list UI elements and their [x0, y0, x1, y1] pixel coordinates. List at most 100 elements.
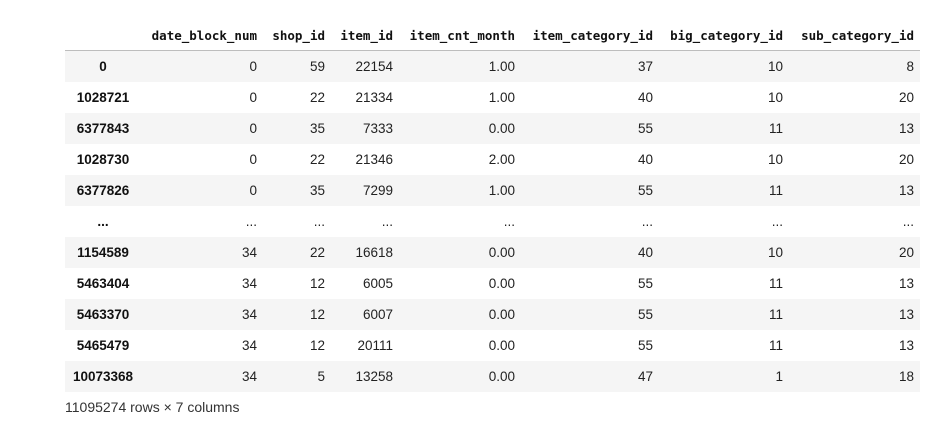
table-cell: 21346: [355, 152, 393, 167]
table-body: 0 0 59 22154 1.00 37 10 8 1028721 0 22 21334 1.00 40 1…: [65, 50, 920, 392]
table-cell: 6005: [362, 276, 393, 291]
table-cell: 0.00: [488, 121, 515, 136]
table-cell: 55: [637, 276, 653, 291]
table-cell: 37: [637, 59, 653, 74]
table-cell: 11: [768, 183, 783, 198]
row-index: 1028721: [76, 90, 130, 105]
table-cell: 0.00: [488, 338, 515, 353]
table-row: 5465479 34 12 20111 0.00 55 11 13: [65, 330, 920, 361]
table-cell: 11: [768, 307, 783, 322]
column-header: item_category_id: [521, 20, 659, 51]
table-cell: 10: [767, 90, 783, 105]
table-cell: 1: [775, 369, 783, 384]
table-row: 1154589 34 22 16618 0.00 40 10 20: [65, 237, 920, 268]
row-index: 5463370: [76, 307, 130, 322]
table-cell: 0.00: [488, 307, 515, 322]
table-cell: ...: [641, 214, 653, 229]
table-cell: 40: [637, 245, 653, 260]
column-header: date_block_num: [141, 20, 263, 51]
table-cell: 22154: [355, 59, 393, 74]
row-index: 1154589: [77, 245, 129, 260]
row-index: 1028730: [76, 152, 130, 167]
table-cell: 1.00: [488, 90, 515, 105]
table-cell: 34: [241, 369, 257, 384]
table-cell: 11: [768, 276, 783, 291]
column-header: sub_category_id: [789, 20, 920, 51]
row-index: 0: [99, 59, 107, 74]
table-cell: 55: [637, 183, 653, 198]
table-cell: 13: [898, 307, 914, 322]
table-cell: 47: [637, 369, 653, 384]
table-cell: 34: [241, 338, 257, 353]
table-cell: 6007: [362, 307, 393, 322]
table-row: 6377826 0 35 7299 1.00 55 11 13: [65, 175, 920, 206]
table-cell: ...: [771, 214, 783, 229]
table-cell: 12: [309, 276, 325, 291]
table-cell: 20: [898, 245, 914, 260]
dataframe-output: date_block_num shop_id item_id item_cnt_…: [65, 20, 920, 392]
table-cell: 20: [898, 90, 914, 105]
table-cell: 55: [637, 307, 653, 322]
index-header: [65, 20, 141, 51]
table-cell: 13: [898, 338, 914, 353]
column-header: item_id: [331, 20, 399, 51]
table-cell: 18: [898, 369, 914, 384]
table-cell: 10: [767, 245, 783, 260]
row-index: 10073368: [72, 369, 134, 384]
table-cell: 34: [241, 276, 257, 291]
table-cell: 55: [637, 338, 653, 353]
table-row: 5463370 34 12 6007 0.00 55 11 13: [65, 299, 920, 330]
dataframe-shape-summary: 11095274 rows × 7 columns: [65, 399, 240, 415]
table-cell: 0: [249, 90, 257, 105]
table-cell: 1.00: [488, 59, 515, 74]
table-cell: 0: [249, 121, 257, 136]
table-row: 10073368 34 5 13258 0.00 47 1 18: [65, 361, 920, 392]
table-cell: 59: [309, 59, 325, 74]
row-index: ...: [97, 214, 109, 229]
column-header: shop_id: [263, 20, 331, 51]
table-cell: 2.00: [488, 152, 515, 167]
table-row: 6377843 0 35 7333 0.00 55 11 13: [65, 113, 920, 144]
table-cell: ...: [245, 214, 257, 229]
table-cell: ...: [381, 214, 393, 229]
table-cell: 5: [317, 369, 325, 384]
table-cell: 11: [768, 121, 783, 136]
table-cell: ...: [313, 214, 325, 229]
table-row: ........................: [65, 206, 920, 237]
column-header: item_cnt_month: [399, 20, 521, 51]
table-cell: 22: [309, 152, 325, 167]
table-cell: 0.00: [488, 369, 515, 384]
table-cell: 35: [309, 121, 325, 136]
table-cell: 12: [309, 307, 325, 322]
table-cell: 0: [249, 152, 257, 167]
table-cell: 0.00: [488, 245, 515, 260]
table-cell: ...: [902, 214, 914, 229]
table-cell: 22: [309, 245, 325, 260]
table-row: 0 0 59 22154 1.00 37 10 8: [65, 50, 920, 82]
table-cell: 13: [898, 183, 914, 198]
dataframe-table: date_block_num shop_id item_id item_cnt_…: [65, 20, 920, 392]
table-header: date_block_num shop_id item_id item_cnt_…: [65, 20, 920, 51]
table-cell: 11: [768, 338, 783, 353]
table-cell: 20111: [357, 338, 393, 353]
table-cell: 35: [309, 183, 325, 198]
table-cell: 0: [249, 59, 257, 74]
column-header: big_category_id: [659, 20, 789, 51]
table-cell: 20: [898, 152, 914, 167]
table-cell: 34: [241, 307, 257, 322]
table-cell: 22: [309, 90, 325, 105]
row-index: 6377843: [76, 121, 130, 136]
table-row: 5463404 34 12 6005 0.00 55 11 13: [65, 268, 920, 299]
row-index: 6377826: [76, 183, 130, 198]
table-cell: 0: [249, 183, 257, 198]
table-cell: 12: [309, 338, 325, 353]
row-index: 5465479: [76, 338, 130, 353]
table-cell: 40: [637, 152, 653, 167]
table-row: 1028730 0 22 21346 2.00 40 10 20: [65, 144, 920, 175]
table-cell: 8: [906, 59, 914, 74]
table-cell: 7333: [362, 121, 393, 136]
table-cell: 13: [898, 276, 914, 291]
table-cell: 1.00: [488, 183, 515, 198]
table-cell: 55: [637, 121, 653, 136]
table-row: 1028721 0 22 21334 1.00 40 10 20: [65, 82, 920, 113]
